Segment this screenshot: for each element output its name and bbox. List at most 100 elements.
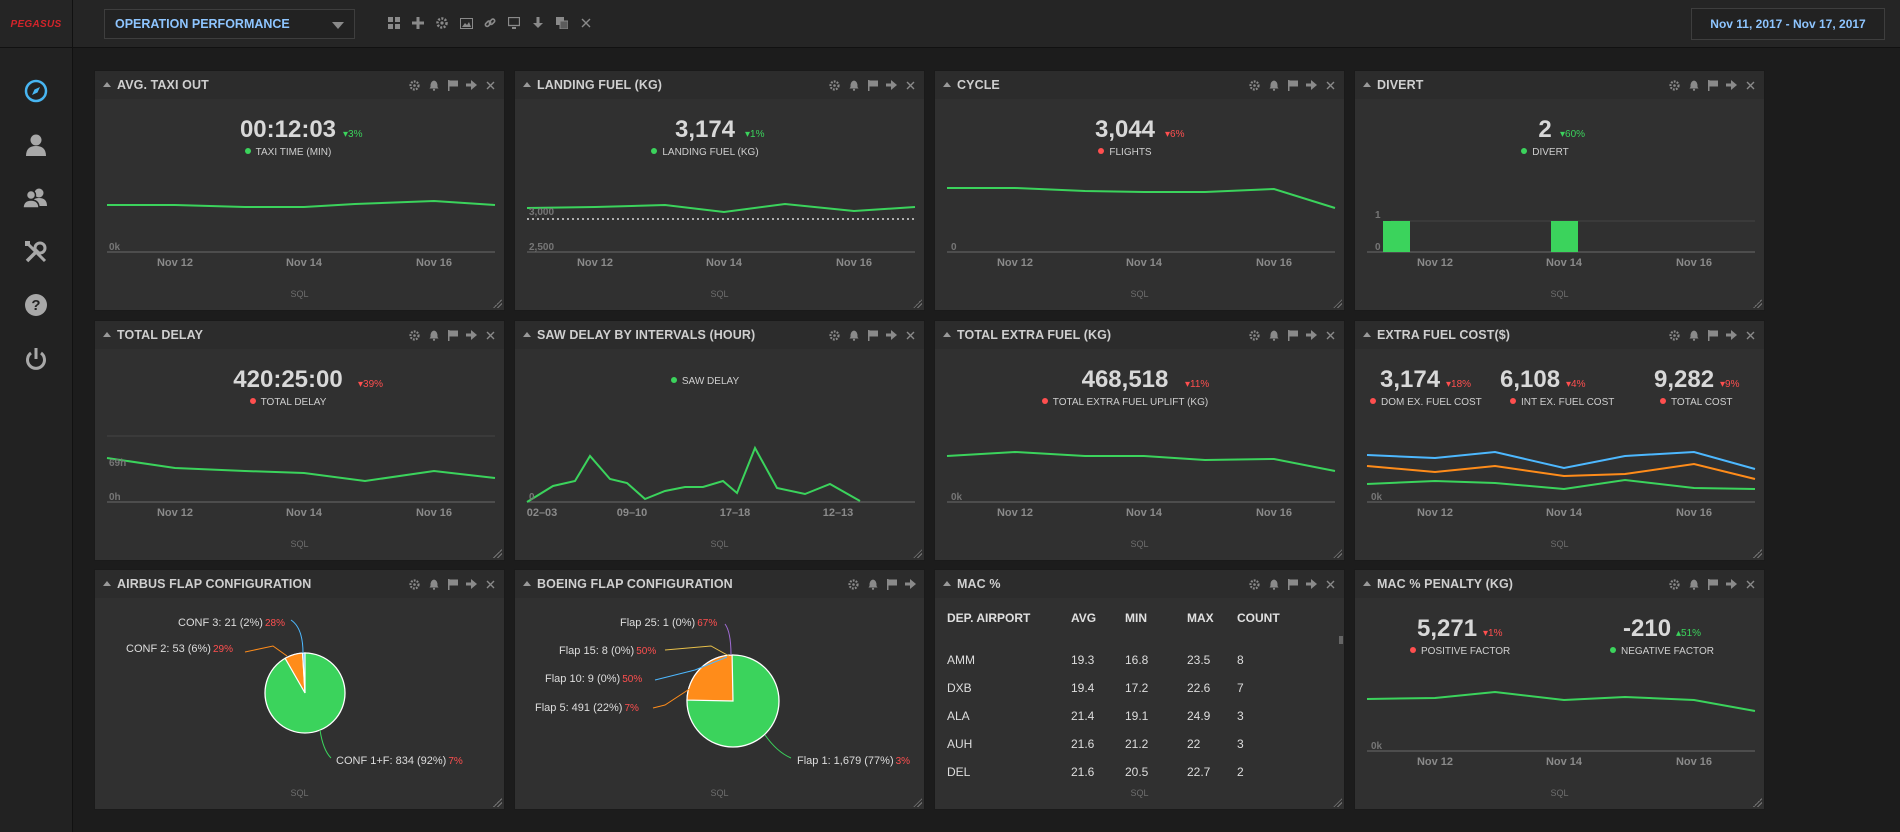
sidebar-item-explore[interactable]	[17, 72, 55, 110]
bell-icon[interactable]	[844, 328, 863, 342]
flag-icon[interactable]	[1283, 577, 1302, 591]
collapse-icon[interactable]	[523, 332, 531, 337]
gear-icon[interactable]	[430, 14, 454, 32]
collapse-icon[interactable]	[1363, 581, 1371, 586]
gear-icon[interactable]	[844, 577, 863, 591]
flag-icon[interactable]	[882, 577, 901, 591]
bell-icon[interactable]	[1264, 577, 1283, 591]
gear-icon[interactable]	[825, 78, 844, 92]
date-range-picker[interactable]: Nov 11, 2017 - Nov 17, 2017	[1691, 8, 1885, 40]
column-header[interactable]: MAX	[1187, 611, 1214, 625]
resize-handle[interactable]	[1333, 798, 1342, 807]
table-row[interactable]: AUH 21.6 21.2 22 3	[947, 730, 1297, 758]
resize-handle[interactable]	[493, 549, 502, 558]
flag-icon[interactable]	[443, 577, 462, 591]
arrow-right-icon[interactable]	[1302, 78, 1321, 92]
flag-icon[interactable]	[1283, 78, 1302, 92]
gear-icon[interactable]	[405, 577, 424, 591]
collapse-icon[interactable]	[943, 332, 951, 337]
resize-handle[interactable]	[1753, 798, 1762, 807]
collapse-icon[interactable]	[103, 332, 111, 337]
dashboard-select[interactable]: OPERATION PERFORMANCE	[104, 9, 355, 39]
arrow-right-icon[interactable]	[462, 577, 481, 591]
sidebar-item-users[interactable]	[17, 179, 55, 217]
resize-handle[interactable]	[493, 299, 502, 308]
arrow-right-icon[interactable]	[1722, 328, 1741, 342]
grid-layout-icon[interactable]	[382, 14, 406, 32]
sidebar-item-help[interactable]: ?	[17, 286, 55, 324]
resize-handle[interactable]	[1333, 299, 1342, 308]
column-header[interactable]: COUNT	[1237, 611, 1280, 625]
gear-icon[interactable]	[1665, 577, 1684, 591]
resize-handle[interactable]	[1333, 549, 1342, 558]
table-row[interactable]: AMM 19.3 16.8 23.5 8	[947, 646, 1297, 674]
table-scrollbar[interactable]	[1339, 636, 1343, 644]
sidebar-item-profile[interactable]	[17, 126, 55, 164]
sidebar-item-logout[interactable]	[17, 340, 55, 378]
collapse-icon[interactable]	[1363, 332, 1371, 337]
close-icon[interactable]	[481, 78, 500, 92]
download-icon[interactable]	[526, 14, 550, 32]
flag-icon[interactable]	[1703, 328, 1722, 342]
table-row[interactable]: ALA 21.4 19.1 24.9 3	[947, 702, 1297, 730]
collapse-icon[interactable]	[523, 82, 531, 87]
resize-handle[interactable]	[1753, 549, 1762, 558]
bell-icon[interactable]	[424, 328, 443, 342]
close-icon[interactable]	[1741, 577, 1760, 591]
gear-icon[interactable]	[825, 328, 844, 342]
close-icon[interactable]	[1741, 328, 1760, 342]
monitor-icon[interactable]	[502, 14, 526, 32]
flag-icon[interactable]	[863, 328, 882, 342]
close-icon[interactable]	[1321, 78, 1340, 92]
close-icon[interactable]	[1741, 78, 1760, 92]
bell-icon[interactable]	[1684, 78, 1703, 92]
arrow-right-icon[interactable]	[1302, 577, 1321, 591]
close-icon[interactable]	[901, 328, 920, 342]
gear-icon[interactable]	[1665, 78, 1684, 92]
close-icon[interactable]	[574, 14, 598, 32]
resize-handle[interactable]	[493, 798, 502, 807]
column-header[interactable]: DEP. AIRPORT	[947, 611, 1031, 625]
table-row[interactable]: DEL 21.6 20.5 22.7 2	[947, 758, 1297, 786]
bell-icon[interactable]	[1264, 78, 1283, 92]
bell-icon[interactable]	[1684, 328, 1703, 342]
link-icon[interactable]	[478, 14, 502, 32]
arrow-right-icon[interactable]	[462, 328, 481, 342]
arrow-right-icon[interactable]	[462, 78, 481, 92]
close-icon[interactable]	[481, 328, 500, 342]
resize-handle[interactable]	[913, 798, 922, 807]
add-icon[interactable]	[406, 14, 430, 32]
table-row[interactable]: DXB 19.4 17.2 22.6 7	[947, 674, 1297, 702]
arrow-right-icon[interactable]	[1722, 78, 1741, 92]
flag-icon[interactable]	[443, 78, 462, 92]
close-icon[interactable]	[1321, 328, 1340, 342]
arrow-right-icon[interactable]	[882, 328, 901, 342]
copy-icon[interactable]	[550, 14, 574, 32]
bell-icon[interactable]	[863, 577, 882, 591]
bell-icon[interactable]	[424, 577, 443, 591]
collapse-icon[interactable]	[103, 581, 111, 586]
collapse-icon[interactable]	[943, 581, 951, 586]
resize-handle[interactable]	[913, 549, 922, 558]
collapse-icon[interactable]	[103, 82, 111, 87]
arrow-right-icon[interactable]	[901, 577, 920, 591]
bell-icon[interactable]	[1264, 328, 1283, 342]
bell-icon[interactable]	[1684, 577, 1703, 591]
close-icon[interactable]	[481, 577, 500, 591]
arrow-right-icon[interactable]	[1302, 328, 1321, 342]
collapse-icon[interactable]	[523, 581, 531, 586]
flag-icon[interactable]	[1703, 78, 1722, 92]
arrow-right-icon[interactable]	[1722, 577, 1741, 591]
image-icon[interactable]	[454, 14, 478, 32]
collapse-icon[interactable]	[943, 82, 951, 87]
column-header[interactable]: AVG	[1071, 611, 1097, 625]
sidebar-item-tools[interactable]	[17, 233, 55, 271]
gear-icon[interactable]	[1245, 328, 1264, 342]
flag-icon[interactable]	[1283, 328, 1302, 342]
resize-handle[interactable]	[913, 299, 922, 308]
flag-icon[interactable]	[863, 78, 882, 92]
collapse-icon[interactable]	[1363, 82, 1371, 87]
resize-handle[interactable]	[1753, 299, 1762, 308]
flag-icon[interactable]	[1703, 577, 1722, 591]
gear-icon[interactable]	[1245, 577, 1264, 591]
